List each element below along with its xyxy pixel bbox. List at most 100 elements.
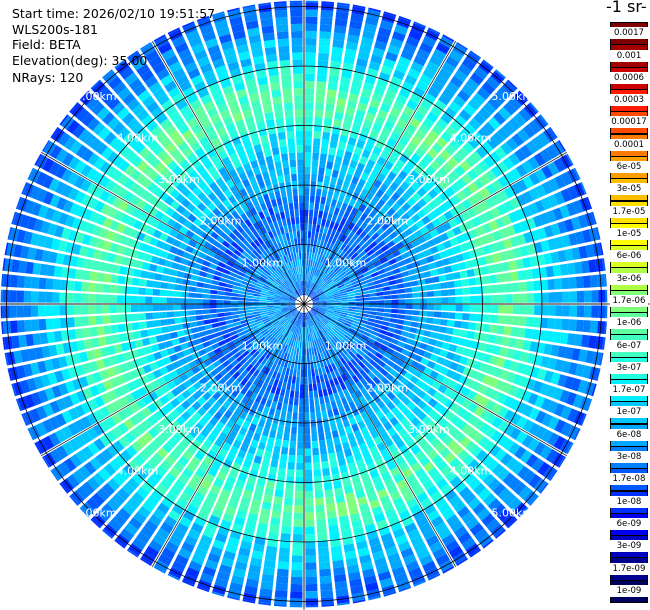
ppi-cell [413, 369, 423, 379]
ppi-cell [221, 442, 232, 452]
ppi-cell [298, 245, 301, 253]
ppi-cell [320, 582, 333, 591]
ppi-cell [395, 358, 405, 367]
ppi-cell [322, 359, 328, 367]
ppi-cell [231, 575, 245, 585]
ppi-cell [403, 343, 413, 351]
ppi-cell [247, 512, 258, 522]
ppi-cell [220, 488, 231, 499]
ppi-cell [369, 469, 380, 479]
ppi-cell [378, 465, 389, 475]
ppi-cell [311, 369, 316, 377]
ppi-cell [215, 532, 228, 543]
ppi-cell [334, 305, 342, 308]
ppi-cell [316, 314, 322, 320]
ppi-cell [372, 452, 382, 462]
ppi-cell [283, 432, 290, 441]
ppi-cell [304, 223, 308, 231]
ppi-cell [261, 357, 268, 366]
ppi-cell [400, 376, 409, 386]
ppi-cell [316, 322, 322, 330]
ppi-cell [310, 340, 313, 348]
ppi-cell [428, 398, 438, 408]
ppi-cell [292, 354, 296, 363]
ppi-cell [367, 423, 376, 433]
ppi-cell [116, 304, 124, 313]
ppi-cell [82, 270, 91, 281]
ppi-cell [175, 277, 184, 285]
ppi-cell [278, 139, 287, 147]
ppi-cell [417, 363, 427, 373]
ppi-cell [130, 304, 139, 313]
ppi-cell [371, 404, 380, 413]
ppi-cell [447, 439, 459, 451]
ppi-cell [507, 518, 518, 529]
ppi-cell [404, 422, 415, 433]
ppi-cell [315, 314, 322, 321]
ppi-cell [313, 324, 318, 332]
ppi-cell [459, 329, 468, 338]
ppi-cell [473, 267, 482, 276]
ppi-cell [567, 425, 579, 440]
ppi-cell [363, 433, 373, 443]
ppi-cell [383, 421, 393, 431]
ppi-cell [327, 372, 333, 381]
ppi-cell [524, 328, 533, 339]
ppi-cell [277, 561, 290, 570]
ppi-cell [213, 411, 223, 421]
ppi-cell [260, 397, 267, 406]
ppi-cell [576, 305, 585, 318]
ppi-cell [398, 541, 411, 552]
ppi-cell [354, 315, 362, 319]
ppi-cell [190, 522, 204, 534]
ppi-cell [351, 445, 361, 455]
ppi-cell [395, 534, 408, 546]
ppi-cell [427, 449, 439, 461]
ppi-cell [336, 595, 350, 604]
ppi-cell [376, 312, 384, 317]
ppi-cell [262, 32, 275, 42]
ppi-cell [392, 350, 401, 358]
ppi-cell [318, 547, 329, 556]
ppi-cell [108, 518, 122, 532]
ppi-cell [251, 416, 260, 426]
ppi-cell [346, 332, 354, 339]
ppi-cell [308, 319, 312, 327]
ppi-cell [456, 406, 467, 418]
ppi-cell [457, 506, 471, 519]
ppi-cell [284, 109, 294, 118]
ppi-cell [304, 427, 311, 435]
ppi-cell [276, 333, 282, 340]
ppi-cell [312, 340, 316, 348]
ppi-cell [322, 335, 329, 343]
ppi-cell [340, 373, 348, 382]
ppi-cell [347, 564, 360, 574]
ppi-cell [335, 399, 343, 408]
ppi-cell [477, 384, 488, 395]
ppi-cell [357, 325, 366, 331]
ppi-cell [284, 102, 293, 111]
ppi-cell [188, 298, 196, 304]
ppi-cell [545, 449, 559, 464]
ppi-cell [316, 313, 323, 319]
ppi-cell [265, 155, 274, 165]
ppi-cell [38, 305, 46, 317]
ppi-cell [359, 386, 368, 395]
ppi-cell [224, 291, 232, 296]
ppi-cell [338, 428, 346, 437]
ppi-cell [444, 489, 457, 502]
ppi-cell [309, 391, 314, 399]
ppi-cell [281, 336, 287, 344]
ppi-cell [583, 305, 592, 318]
ppi-cell [300, 223, 304, 231]
ppi-cell [338, 340, 346, 348]
ppi-cell [232, 398, 241, 407]
ppi-cell [557, 456, 566, 468]
ppi-cell [229, 582, 243, 592]
ppi-cell [281, 403, 288, 412]
ppi-cell [465, 517, 480, 530]
ppi-cell [329, 459, 338, 468]
ppi-cell [374, 512, 386, 523]
ppi-cell [590, 320, 598, 334]
ppi-cell [503, 272, 512, 282]
